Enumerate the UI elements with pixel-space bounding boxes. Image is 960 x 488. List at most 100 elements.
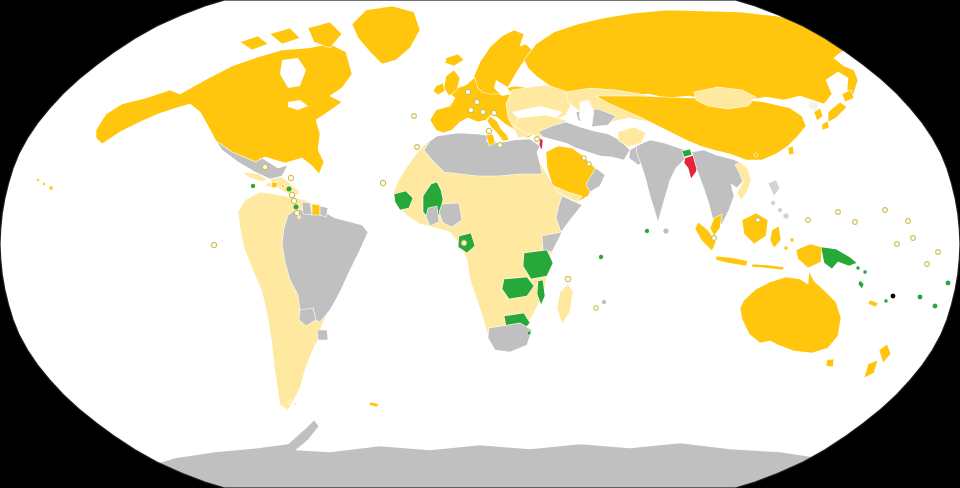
region-lesser-sunda	[751, 263, 785, 271]
region-new-zealand	[878, 343, 892, 364]
region-mongolia	[693, 86, 757, 110]
region-israel	[538, 137, 544, 151]
baltic-sea	[494, 80, 512, 96]
region-tunisia	[485, 133, 496, 147]
region-solomon-islands	[862, 269, 868, 275]
region-indochina	[691, 149, 749, 231]
region-galapagos	[210, 241, 218, 249]
region-vatican	[485, 127, 493, 135]
region-paraguay	[298, 307, 317, 327]
region-san-marino	[479, 108, 487, 116]
region-bahamas	[261, 163, 269, 171]
region-andorra	[490, 109, 498, 117]
region-japan	[841, 89, 855, 103]
region-moluccas	[783, 245, 789, 251]
region-guinea	[393, 190, 414, 211]
region-qatar	[586, 161, 592, 167]
region-hawaii	[48, 185, 54, 191]
region-canary-islands	[414, 144, 421, 151]
region-madagascar	[556, 283, 574, 325]
region-ghana	[425, 205, 440, 227]
region-ireland	[432, 82, 446, 96]
region-sri-lanka	[662, 227, 670, 235]
region-azores	[411, 112, 418, 119]
region-vietnam	[734, 161, 752, 201]
region-polynesia	[893, 241, 900, 248]
region-arctic-island	[269, 27, 301, 45]
region-philippines	[767, 179, 781, 197]
region-samoa-ring	[890, 293, 896, 299]
region-caribbean-island	[287, 174, 295, 182]
region-comoros	[564, 275, 572, 283]
region-arctic-island	[239, 35, 269, 51]
region-cape-verde	[379, 179, 387, 187]
region-falkland-islands	[293, 402, 297, 406]
region-philippines	[777, 207, 783, 213]
land-layer	[36, 5, 892, 488]
region-liechtenstein	[473, 98, 481, 106]
region-cyprus	[533, 136, 540, 143]
region-italy	[486, 115, 510, 142]
region-sumatra	[694, 221, 717, 252]
region-bahrain	[581, 155, 587, 161]
region-malawi	[536, 279, 546, 306]
region-zambia	[501, 276, 535, 300]
region-pacific-island	[917, 294, 923, 300]
region-baffin-island	[307, 21, 343, 49]
region-iceland	[444, 53, 465, 67]
region-jamaica	[250, 183, 256, 189]
region-oman	[585, 167, 606, 193]
region-philippines	[782, 212, 790, 220]
great-lakes	[288, 100, 308, 110]
region-caribbean-island	[288, 191, 296, 199]
region-north-africa	[423, 132, 543, 177]
region-falkland-islands	[287, 399, 293, 405]
region-borneo	[741, 212, 769, 245]
region-south-africa	[487, 322, 533, 353]
region-tasmania	[825, 358, 835, 368]
region-sao-tome	[460, 239, 468, 247]
region-mauritius	[601, 299, 607, 305]
region-caribbean-island	[293, 204, 299, 210]
region-luxembourg	[464, 88, 472, 96]
region-greenland	[351, 5, 421, 65]
region-fiji	[883, 298, 889, 304]
region-bhutan	[681, 148, 693, 158]
region-pacific-island	[945, 280, 951, 286]
region-java	[715, 255, 749, 267]
region-brazil	[281, 209, 369, 323]
region-malaysia	[709, 213, 723, 237]
region-polynesia	[923, 261, 930, 268]
caspian-sea	[579, 100, 594, 131]
region-maldives	[644, 228, 650, 234]
region-micronesia	[881, 207, 888, 214]
region-seychelles	[598, 254, 604, 260]
region-japan	[827, 101, 848, 123]
region-micronesia	[851, 219, 858, 226]
region-dominican-republic	[270, 181, 279, 189]
region-south-georgia	[368, 401, 380, 408]
region-middle-east	[537, 121, 631, 161]
region-hawaii	[42, 182, 46, 186]
region-reunion	[593, 305, 599, 311]
region-puerto-rico	[281, 184, 285, 188]
region-uruguay	[316, 329, 329, 341]
region-tanzania	[522, 249, 554, 280]
region-papua-new-guinea	[820, 246, 858, 270]
region-afghanistan	[617, 126, 647, 148]
region-sulawesi	[769, 225, 782, 249]
region-marshall-islands	[934, 249, 941, 256]
region-pacific-island	[932, 303, 938, 309]
region-caribbean-island	[290, 197, 298, 205]
region-south-korea	[813, 107, 824, 122]
region-micronesia	[804, 217, 811, 224]
region-australia	[739, 269, 842, 354]
region-hawaii	[36, 178, 40, 182]
region-brunei	[755, 217, 761, 223]
region-caribbean-island	[293, 209, 301, 217]
region-philippines	[770, 200, 776, 206]
region-trinidad	[297, 215, 301, 219]
region-caribbean-island	[286, 186, 292, 192]
